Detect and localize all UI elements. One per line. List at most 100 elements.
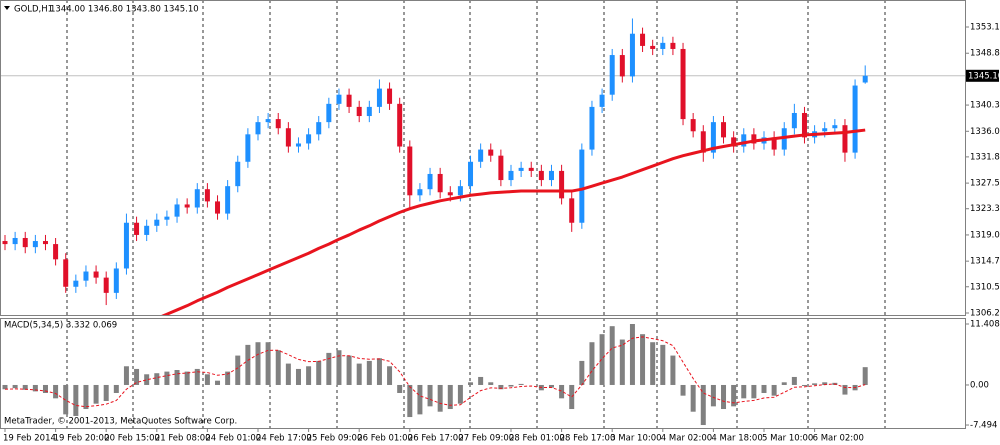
macd-bar xyxy=(53,384,59,399)
candle-body xyxy=(700,131,706,153)
macd-bar xyxy=(32,384,38,392)
candle-body xyxy=(265,119,271,123)
candle-body xyxy=(569,198,575,223)
candle-body xyxy=(609,55,615,95)
candle-body xyxy=(538,170,544,181)
candle-body xyxy=(42,241,48,245)
candle-body xyxy=(801,112,807,138)
x-tick-label: 19 Feb 20:00 xyxy=(54,434,110,444)
price-panel xyxy=(0,18,965,315)
x-tick-label: 21 Feb 08:00 xyxy=(155,434,211,444)
x-tick-label: 20 Feb 15:00 xyxy=(104,434,160,444)
macd-bar xyxy=(376,358,382,385)
macd-frame xyxy=(0,318,966,429)
candle-body xyxy=(781,128,787,150)
candle-body xyxy=(407,146,413,196)
candle-body xyxy=(306,134,312,144)
macd-bar xyxy=(751,384,757,399)
candle-body xyxy=(791,112,797,129)
macd-bar xyxy=(225,371,231,385)
macd-bar xyxy=(801,384,807,387)
candle-body xyxy=(528,167,534,171)
candle-body xyxy=(144,225,150,235)
footer: MetaTrader, © 2001-2013, MetaQuotes Soft… xyxy=(4,417,237,427)
macd-bar xyxy=(366,360,372,385)
macd-bar xyxy=(650,342,656,385)
macd-bar xyxy=(559,384,565,399)
macd-bar xyxy=(640,334,646,385)
macd-bar xyxy=(204,374,210,385)
x-tick-label: 3 Mar 10:00 xyxy=(610,434,661,444)
candle-body xyxy=(295,143,301,147)
dropdown-icon[interactable] xyxy=(4,6,10,10)
candle-body xyxy=(437,173,443,193)
candle-body xyxy=(498,155,504,181)
macd-bar xyxy=(123,366,129,385)
macd-bar xyxy=(387,366,393,385)
macd-bar xyxy=(447,384,453,410)
macd-bar xyxy=(93,384,99,404)
y-tick-label: 1331.80 xyxy=(970,152,1000,162)
candle-body xyxy=(53,244,59,260)
candle-body xyxy=(215,201,221,214)
candle-body xyxy=(751,134,757,144)
x-tick-label: 27 Feb 09:00 xyxy=(458,434,514,444)
candle-body xyxy=(73,280,79,287)
macd-bar xyxy=(346,355,352,385)
candle-body xyxy=(488,149,494,156)
macd-bar xyxy=(316,360,322,385)
candle-body xyxy=(285,128,291,147)
macd-bar xyxy=(397,384,403,393)
macd-bar xyxy=(306,366,312,385)
axes: 1353.10 1348.80 1340.30 1336.00 1331.80 1327.… xyxy=(3,23,1000,444)
candle-body xyxy=(852,85,858,153)
x-tick-label: 26 Feb 01:00 xyxy=(357,434,413,444)
candle-body xyxy=(245,134,251,162)
x-tick-label: 28 Feb 17:00 xyxy=(560,434,616,444)
candle-body xyxy=(518,167,524,171)
macd-bar xyxy=(670,355,676,385)
macd-bar xyxy=(22,384,28,390)
macd-bar xyxy=(761,384,767,393)
candle-body xyxy=(174,204,180,217)
macd-bar xyxy=(710,384,716,407)
candle-body xyxy=(366,106,372,117)
candle-body xyxy=(113,268,119,293)
macd-bar xyxy=(660,344,666,385)
candle-body xyxy=(93,271,99,278)
macd-bar xyxy=(103,384,109,402)
macd-bar xyxy=(265,342,271,385)
macd-bar xyxy=(326,352,332,385)
candle-body xyxy=(731,137,737,147)
candle-body xyxy=(316,122,322,135)
candle-body xyxy=(417,189,423,196)
candle-body xyxy=(225,186,231,214)
candle-body xyxy=(619,55,625,77)
candle-body xyxy=(579,149,585,223)
candle-body xyxy=(326,103,332,123)
candle-body xyxy=(741,134,747,147)
candle-body xyxy=(397,103,403,147)
macd-panel xyxy=(2,323,868,426)
macd-bar xyxy=(791,376,797,385)
candle-body xyxy=(660,42,666,49)
x-tick-label: 6 Mar 02:00 xyxy=(813,434,864,444)
x-tick-label: 25 Feb 09:00 xyxy=(307,434,363,444)
macd-bar xyxy=(285,363,291,385)
y-tick-label: 1310.50 xyxy=(970,282,1000,292)
macd-bar xyxy=(589,342,595,385)
candle-body xyxy=(376,88,382,107)
x-tick-label: 24 Feb 17:00 xyxy=(256,434,312,444)
macd-bar xyxy=(842,384,848,395)
macd-bar xyxy=(295,368,301,385)
macd-bar xyxy=(731,384,737,407)
candle-body xyxy=(184,204,190,208)
y-tick-label: 1340.30 xyxy=(970,101,1000,111)
macd-bar xyxy=(275,350,281,385)
candle-body xyxy=(832,125,838,129)
macd-bar xyxy=(609,326,615,385)
candle-body xyxy=(2,241,8,245)
macd-bar xyxy=(245,344,251,385)
candle-body xyxy=(690,119,696,132)
